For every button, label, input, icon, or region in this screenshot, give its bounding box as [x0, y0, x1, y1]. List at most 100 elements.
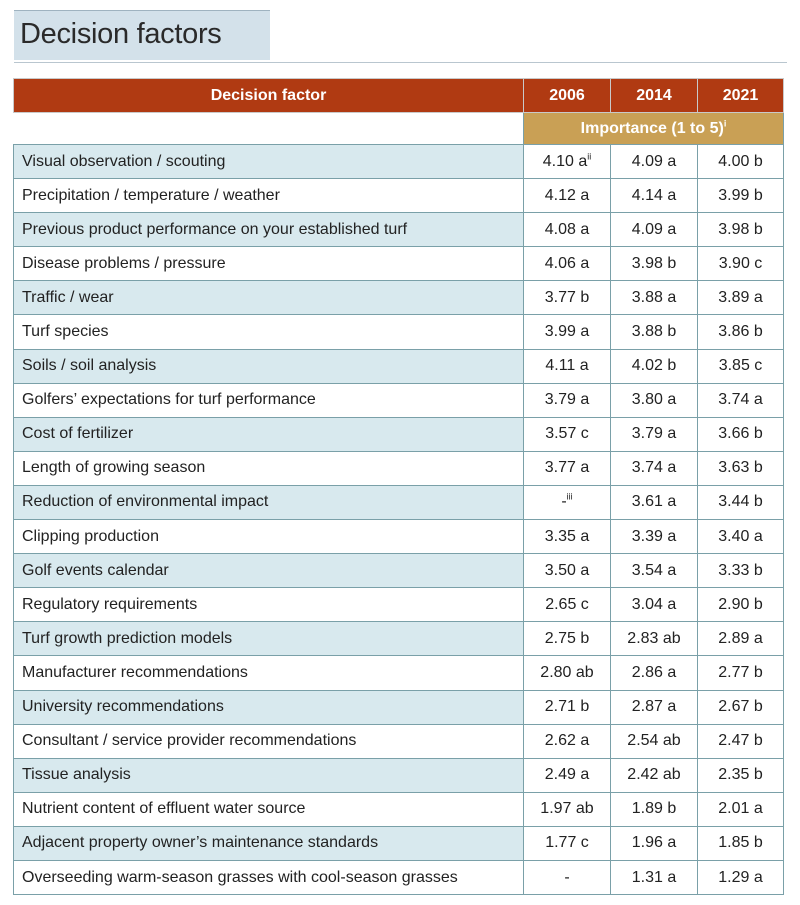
score-value: 2.67 b: [718, 698, 763, 716]
table-row: Tissue analysis 2.49 a 2.42 ab 2.35 b: [13, 757, 784, 793]
score-value: -: [564, 868, 570, 886]
score-cell-2021: 2.90 b: [697, 587, 784, 623]
score-value: 1.77 c: [545, 834, 589, 852]
score-value: 2.42 ab: [627, 766, 681, 784]
column-header-2021: 2021: [697, 78, 784, 113]
score-value: 3.74 a: [631, 459, 677, 477]
factor-name-cell: Manufacturer recommendations: [13, 655, 524, 691]
table-row: Precipitation / temperature / weather 4.1…: [13, 178, 784, 214]
score-cell-2021: 3.74 a: [697, 382, 784, 418]
score-cell-2021: 1.85 b: [697, 825, 784, 861]
score-value: 3.63 b: [718, 459, 763, 477]
score-value: 4.00 b: [718, 152, 763, 170]
factor-name-cell: Soils / soil analysis: [13, 348, 524, 384]
importance-header-spacer: [13, 112, 524, 145]
score-cell-2006: 1.97 ab: [523, 791, 611, 827]
score-value: 2.75 b: [544, 629, 590, 647]
factor-name-cell: Nutrient content of effluent water sourc…: [13, 791, 524, 827]
score-cell-2014: 3.61 a: [610, 484, 698, 521]
score-cell-2014: 3.74 a: [610, 450, 698, 486]
score-cell-2021: 2.47 b: [697, 723, 784, 759]
score-value: 1.97 ab: [540, 800, 594, 818]
table-row: Consultant / service provider recommenda…: [13, 723, 784, 759]
score-value: 3.99 b: [718, 186, 763, 204]
score-cell-2021: 3.40 a: [697, 519, 784, 555]
score-value: 4.02 b: [631, 357, 677, 375]
score-value: 1.31 a: [631, 868, 677, 886]
score-cell-2014: 4.14 a: [610, 178, 698, 214]
score-cell-2014: 3.39 a: [610, 519, 698, 555]
score-value: 4.09 a: [631, 220, 677, 238]
table-row: Adjacent property owner’s maintenance st…: [13, 825, 784, 861]
score-value: 3.74 a: [718, 391, 763, 409]
score-cell-2021: 2.89 a: [697, 621, 784, 657]
table-row: Nutrient content of effluent water sourc…: [13, 791, 784, 827]
score-cell-2006: 3.35 a: [523, 519, 611, 555]
title-divider: [14, 62, 787, 63]
table-row: Traffic / wear 3.77 b 3.88 a 3.89 a: [13, 280, 784, 316]
score-value: 2.89 a: [718, 629, 763, 647]
decision-factors-table: Decision factor 2006 2014 2021 Importanc…: [13, 78, 784, 896]
factor-name-cell: Consultant / service provider recommenda…: [13, 723, 524, 759]
score-value: 2.01 a: [718, 800, 763, 818]
score-cell-2014: 3.04 a: [610, 587, 698, 623]
table-row: Golfers’ expectations for turf performan…: [13, 382, 784, 418]
table-row: University recommendations 2.71 b 2.87 a 2.…: [13, 689, 784, 725]
factor-name-cell: Length of growing season: [13, 450, 524, 486]
score-value: 3.33 b: [718, 561, 763, 579]
score-cell-2021: 3.90 c: [697, 246, 784, 282]
score-value: 3.86 b: [718, 323, 763, 341]
score-value: 1.85 b: [718, 834, 763, 852]
score-cell-2006: 4.06 a: [523, 246, 611, 282]
score-cell-2021: 2.77 b: [697, 655, 784, 691]
factor-name-cell: Traffic / wear: [13, 280, 524, 316]
score-cell-2021: 3.44 b: [697, 484, 784, 521]
score-value: 3.77 a: [544, 459, 590, 477]
score-value: 3.88 b: [631, 323, 677, 341]
score-cell-2006: 3.77 b: [523, 280, 611, 316]
score-value: 3.04 a: [631, 595, 677, 613]
column-header-2006: 2006: [523, 78, 611, 113]
score-cell-2021: 2.67 b: [697, 689, 784, 725]
score-cell-2021: 3.99 b: [697, 178, 784, 214]
score-value: -: [561, 493, 567, 511]
factor-name-cell: Tissue analysis: [13, 757, 524, 793]
score-value: 1.89 b: [631, 800, 677, 818]
table-header-row: Decision factor 2006 2014 2021: [13, 78, 784, 113]
factor-name-cell: Golfers’ expectations for turf performan…: [13, 382, 524, 418]
score-cell-2006: -: [523, 859, 611, 896]
score-value: 3.89 a: [718, 288, 763, 306]
score-cell-2014: 2.87 a: [610, 689, 698, 725]
table-row: Previous product performance on your est…: [13, 212, 784, 248]
factor-name-cell: Adjacent property owner’s maintenance st…: [13, 825, 524, 861]
score-value: 3.50 a: [544, 561, 590, 579]
factor-name-cell: Clipping production: [13, 519, 524, 555]
table-row: Regulatory requirements 2.65 c 3.04 a 2.90 …: [13, 587, 784, 623]
score-cell-2014: 2.83 ab: [610, 621, 698, 657]
score-cell-2014: 3.79 a: [610, 416, 698, 452]
score-cell-2014: 3.80 a: [610, 382, 698, 418]
score-value: 3.79 a: [631, 425, 677, 443]
factor-name-cell: Golf events calendar: [13, 553, 524, 589]
score-value: 3.98 b: [718, 220, 763, 238]
table-row: Visual observation / scouting 4.10 aii 4.0…: [13, 143, 784, 180]
score-cell-2021: 2.35 b: [697, 757, 784, 793]
score-cell-2014: 4.02 b: [610, 348, 698, 384]
score-cell-2006: -iii: [523, 484, 611, 521]
score-cell-2021: 3.63 b: [697, 450, 784, 486]
factor-name-cell: University recommendations: [13, 689, 524, 725]
factor-name-cell: Regulatory requirements: [13, 587, 524, 623]
importance-header-row: Importance (1 to 5)i: [13, 112, 784, 145]
score-cell-2006: 4.12 a: [523, 178, 611, 214]
score-cell-2006: 4.10 aii: [523, 143, 611, 180]
score-cell-2021: 3.98 b: [697, 212, 784, 248]
score-cell-2006: 2.49 a: [523, 757, 611, 793]
score-cell-2006: 3.99 a: [523, 314, 611, 350]
table-row: Clipping production 3.35 a 3.39 a 3.40 a: [13, 519, 784, 555]
score-cell-2014: 3.88 a: [610, 280, 698, 316]
score-value: 1.29 a: [718, 868, 763, 886]
column-header-2014: 2014: [610, 78, 698, 113]
score-value: 3.40 a: [718, 527, 763, 545]
score-value: 2.47 b: [718, 732, 763, 750]
score-value: 2.62 a: [544, 732, 590, 750]
